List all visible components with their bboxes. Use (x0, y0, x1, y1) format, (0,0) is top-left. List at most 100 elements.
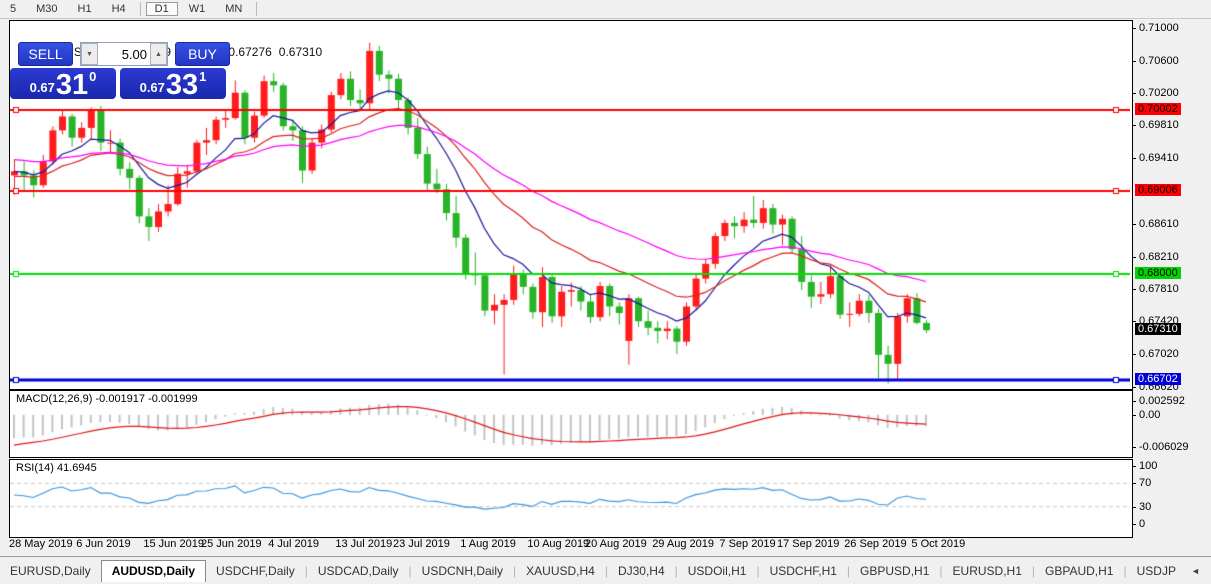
axis-tick-mark (1132, 507, 1136, 508)
timeframe-button-d1[interactable]: D1 (145, 2, 178, 16)
date-axis-label: 5 Oct 2019 (911, 538, 966, 550)
date-axis-label: 10 Aug 2019 (527, 538, 590, 550)
volume-increase-icon[interactable]: ▲ (150, 43, 167, 65)
tab-separator: | (1123, 564, 1127, 578)
rsi-axis-tick: 30 (1139, 501, 1152, 513)
price-level-badge: 0.70002 (1135, 103, 1181, 115)
price-axis-tick: 0.70200 (1139, 87, 1179, 99)
date-axis-label: 1 Aug 2019 (460, 538, 516, 550)
buy-price-base: 0.67 (139, 80, 165, 95)
macd-label: MACD(12,26,9) -0.001917 -0.001999 (16, 393, 198, 405)
tab-separator: | (304, 564, 308, 578)
chart-tab-gbpusd-h1[interactable]: GBPUSD,H1 (860, 564, 930, 578)
chart-tab-usdoil-h1[interactable]: USDOil,H1 (687, 564, 747, 578)
sell-price-box[interactable]: 0.67 31 0 (10, 68, 116, 101)
chart-tab-audusd-daily[interactable]: AUDUSD,Daily (100, 560, 207, 582)
timeframe-button-h1[interactable]: H1 (77, 3, 92, 15)
date-axis-label: 20 Aug 2019 (585, 538, 647, 550)
timeframe-button-m30[interactable]: M30 (36, 3, 58, 15)
axis-tick-mark (1132, 524, 1136, 525)
chart-tab-dj30-h4[interactable]: DJ30,H4 (617, 564, 665, 578)
tab-separator: | (756, 564, 760, 578)
date-axis-label: 28 May 2019 (9, 538, 73, 550)
macd-axis-tick: 0.002592 (1139, 395, 1185, 407)
macd-panel: MACD(12,26,9) -0.001917 -0.001999 (9, 390, 1133, 458)
buy-price-big: 33 (165, 69, 199, 101)
chart-tab-eurusd-h1[interactable]: EURUSD,H1 (952, 564, 1022, 578)
date-axis-label: 25 Jun 2019 (201, 538, 262, 550)
rsi-axis-tick: 70 (1139, 477, 1152, 489)
date-axis-label: 29 Aug 2019 (652, 538, 714, 550)
timeframe-button-w1[interactable]: W1 (188, 3, 206, 15)
axis-tick-mark (1132, 321, 1136, 322)
date-axis: 28 May 2019 6 Jun 2019 15 Jun 2019 25 Jun 2… (0, 538, 1131, 552)
sell-price-big: 31 (55, 69, 89, 101)
chart-tab-xauusd-h4[interactable]: XAUUSD,H4 (526, 564, 595, 578)
close-value: 0.67310 (278, 45, 323, 59)
date-axis-label: 15 Jun 2019 (143, 538, 204, 550)
chart-tab-usdchf-h1[interactable]: USDCHF,H1 (769, 564, 837, 578)
axis-tick-mark (1132, 415, 1136, 416)
tab-separator: | (846, 564, 851, 578)
price-level-badge: 0.66702 (1135, 373, 1181, 385)
tab-scroll-left-icon[interactable]: ◄ (1190, 566, 1200, 576)
price-axis-tick: 0.71000 (1139, 22, 1179, 34)
chart-tab-usdchf-daily[interactable]: USDCHF,Daily (216, 564, 295, 578)
volume-stepper: ▼ ▲ (80, 42, 168, 66)
toolbar-separator (139, 2, 141, 16)
rsi-panel: RSI(14) 41.6945 (9, 459, 1133, 538)
toolbar-separator (256, 2, 258, 16)
price-level-badge: 0.69006 (1135, 184, 1181, 196)
axis-tick-mark (1132, 224, 1136, 225)
macd-axis-tick: 0.00 (1139, 409, 1161, 421)
one-click-trading-panel: SELL ▼ ▲ BUY 0.67 31 0 0.67 33 1 (8, 42, 230, 101)
date-axis-label: 7 Sep 2019 (719, 538, 776, 550)
price-axis: 0.71000 0.70600 0.70200 0.69810 0.69410 0.686… (1132, 0, 1211, 584)
chart-tab-usdjp[interactable]: USDJP (1136, 564, 1176, 578)
axis-tick-mark (1132, 257, 1136, 258)
buy-price-pip: 1 (199, 69, 207, 84)
timeframe-button-5[interactable]: 5 (10, 3, 17, 15)
low-value: 0.67276 (228, 45, 272, 59)
rsi-canvas[interactable] (10, 460, 1130, 535)
macd-axis-tick: -0.006029 (1139, 441, 1189, 453)
timeframe-button-h4[interactable]: H4 (111, 3, 126, 15)
chart-tab-eurusd-daily[interactable]: EURUSD,Daily (10, 564, 91, 578)
buy-price-box[interactable]: 0.67 33 1 (120, 68, 226, 101)
price-level-badge: 0.67310 (1135, 323, 1181, 335)
price-axis-tick: 0.70600 (1139, 55, 1179, 67)
chart-tab-usdcad-daily[interactable]: USDCAD,Daily (317, 564, 399, 578)
sell-button[interactable]: SELL (18, 42, 73, 66)
tab-scroll-right-icon[interactable]: ► (1205, 566, 1211, 582)
timeframe-toolbar: 5 M30 H1 H4 D1 W1 MN (0, 0, 1211, 19)
tab-separator: | (674, 564, 678, 578)
axis-tick-mark (1132, 466, 1136, 467)
volume-input[interactable] (98, 43, 150, 65)
sell-price-pip: 0 (89, 69, 97, 84)
price-axis-tick: 0.67020 (1139, 348, 1179, 360)
volume-decrease-icon[interactable]: ▼ (81, 43, 98, 65)
tab-separator: | (939, 564, 943, 578)
price-level-badge: 0.68000 (1135, 267, 1181, 279)
date-axis-label: 26 Sep 2019 (844, 538, 907, 550)
date-axis-label: 4 Jul 2019 (268, 538, 319, 550)
tab-separator: | (513, 564, 517, 578)
macd-canvas[interactable] (10, 391, 1130, 455)
timeframe-button-mn[interactable]: MN (225, 3, 243, 15)
axis-tick-mark (1132, 354, 1136, 355)
rsi-label: RSI(14) 41.6945 (16, 462, 97, 474)
axis-tick-mark (1132, 401, 1136, 402)
price-axis-tick: 0.69810 (1139, 119, 1179, 131)
price-axis-tick: 0.69410 (1139, 152, 1179, 164)
axis-tick-mark (1132, 125, 1136, 126)
rsi-axis-tick: 100 (1139, 460, 1158, 472)
buy-button[interactable]: BUY (175, 42, 230, 66)
axis-tick-mark (1132, 387, 1136, 388)
tab-separator: | (1031, 564, 1036, 578)
chart-tab-usdcnh-daily[interactable]: USDCNH,Daily (421, 564, 504, 578)
axis-tick-mark (1132, 447, 1136, 448)
date-axis-label: 17 Sep 2019 (777, 538, 840, 550)
tab-separator: | (408, 564, 412, 578)
axis-tick-mark (1132, 93, 1136, 94)
chart-tab-gbpaud-h1[interactable]: GBPAUD,H1 (1045, 564, 1114, 578)
